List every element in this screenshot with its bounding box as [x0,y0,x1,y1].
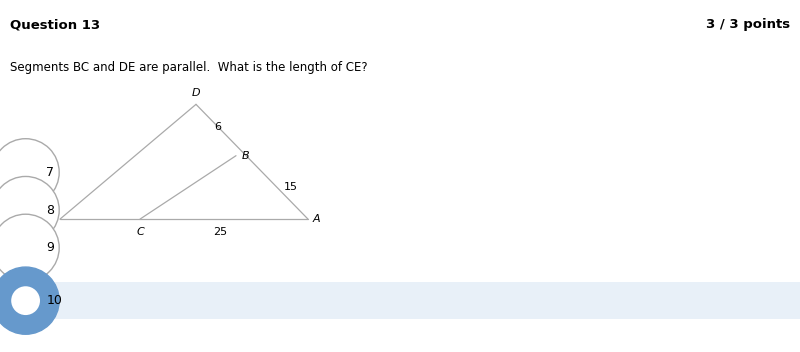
Ellipse shape [0,139,59,206]
Text: A: A [313,214,321,224]
Text: 3 / 3 points: 3 / 3 points [706,19,790,31]
Text: 6: 6 [214,122,222,132]
Ellipse shape [0,214,59,281]
Ellipse shape [0,267,59,334]
Text: 9: 9 [46,241,54,254]
Text: Segments BC and DE are parallel.  What is the length of CE?: Segments BC and DE are parallel. What is… [10,61,367,74]
Text: 7: 7 [46,166,54,179]
Text: 15: 15 [284,182,298,193]
Text: 8: 8 [46,203,54,216]
Text: D: D [192,88,200,98]
Ellipse shape [11,286,40,315]
Text: C: C [136,227,144,237]
Ellipse shape [0,176,59,244]
Text: 25: 25 [213,227,227,237]
Text: B: B [242,151,250,161]
Text: Question 13: Question 13 [10,19,100,31]
FancyBboxPatch shape [0,282,800,319]
Text: E: E [46,214,54,224]
Text: 10: 10 [46,294,62,307]
